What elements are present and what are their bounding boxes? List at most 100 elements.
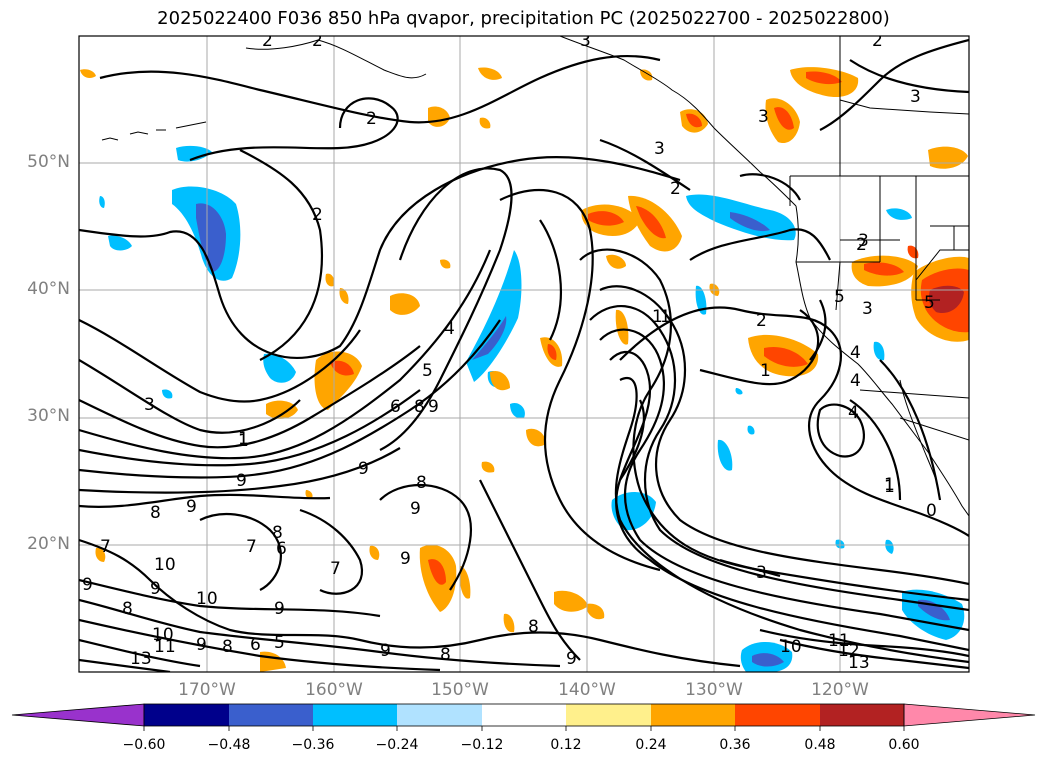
contour-label: 1 <box>238 429 249 449</box>
contour-label: 10 <box>780 637 802 657</box>
contour-label: 11 <box>154 637 176 657</box>
contour-label: 5 <box>834 287 845 307</box>
contour-label: 3 <box>910 87 921 107</box>
colorbar-tick-label: 0.24 <box>635 737 667 753</box>
contour-label: 9 <box>82 575 93 595</box>
contour-label: 3 <box>654 139 665 159</box>
colorbar-tick-label: −0.36 <box>291 737 335 753</box>
contour-label: 1 <box>652 307 663 327</box>
colorbar-tick-label: 0.60 <box>888 737 920 753</box>
contour-label: 2 <box>856 235 867 255</box>
lon-label-170w: 170°W <box>178 680 236 700</box>
contour-label: 9 <box>236 471 247 491</box>
contour-labels: 2 2 2 3 2 3 3 2 3 1 2 2 1 4 5 6 8 9 3 1 … <box>82 31 937 673</box>
colorbar-segment <box>144 704 229 726</box>
colorbar-segment <box>482 704 566 726</box>
contour-label: 13 <box>130 649 152 669</box>
colorbar-segment <box>313 704 397 726</box>
map-area <box>79 36 969 672</box>
contour-label: 5 <box>924 293 935 313</box>
contour-label: 9 <box>186 497 197 517</box>
contour-label: 8 <box>416 473 427 493</box>
contour-label: 3 <box>580 31 591 51</box>
contour-label: 2 <box>670 179 681 199</box>
contour-label: 6 <box>276 539 287 559</box>
contour-label: 6 <box>250 635 261 655</box>
contour-label: 5 <box>422 361 433 381</box>
contour-label: 9 <box>274 599 285 619</box>
colorbar-tick-label: −0.24 <box>375 737 419 753</box>
contour-label: 4 <box>848 403 859 423</box>
contour-label: 2 <box>366 109 377 129</box>
colorbar-segment <box>651 704 735 726</box>
map-title: 2025022400 F036 850 hPa qvapor, precipit… <box>157 8 890 29</box>
contour-label: 3 <box>756 563 767 583</box>
contour-label: 2 <box>312 31 323 51</box>
colorbar-segment <box>735 704 820 726</box>
lon-label-130w: 130°W <box>685 680 743 700</box>
contour-label: 2 <box>262 31 273 51</box>
contour-label: 8 <box>122 599 133 619</box>
map-frame <box>78 35 970 673</box>
colorbar-segment <box>820 704 904 726</box>
colorbar-extend-low <box>11 703 145 727</box>
contour-label: 7 <box>246 537 257 557</box>
contour-label: 1 <box>884 477 895 497</box>
contour-label: 9 <box>400 549 411 569</box>
contour-label: 13 <box>848 653 870 673</box>
colorbar-tick-label: −0.12 <box>460 737 504 753</box>
colorbar-tick-label: 0.48 <box>804 737 836 753</box>
contour-label: 3 <box>858 231 869 251</box>
contour-label: 9 <box>358 459 369 479</box>
contour-label: 9 <box>380 641 391 661</box>
colorbar-tick-label: 0.12 <box>550 737 582 753</box>
lon-label-120w: 120°W <box>811 680 869 700</box>
contour-label: 10 <box>196 589 218 609</box>
contour-label: 8 <box>440 645 451 665</box>
contour-label: 2 <box>312 205 323 225</box>
lat-label-30n: 30°N <box>27 406 70 426</box>
contour-label: 3 <box>144 395 155 415</box>
contour-label: 9 <box>566 649 577 669</box>
lat-label-40n: 40°N <box>27 279 70 299</box>
colorbar <box>11 703 1036 731</box>
contour-label: 7 <box>100 537 111 557</box>
contour-label: 8 <box>272 523 283 543</box>
contour-label: 5 <box>274 633 285 653</box>
contour-label: 1 <box>660 307 671 327</box>
colorbar-segment <box>566 704 651 726</box>
coastlines <box>101 36 969 517</box>
colorbar-frame <box>143 703 905 727</box>
contour-label: 3 <box>758 107 769 127</box>
contour-label: 8 <box>414 397 425 417</box>
contour-label: 1 <box>884 475 895 495</box>
contour-label: 1 <box>238 431 249 451</box>
contour-label: 10 <box>152 625 174 645</box>
contour-label: 1 <box>760 361 771 381</box>
contour-label: 9 <box>410 499 421 519</box>
map-gridlines <box>79 36 969 672</box>
colorbar-tick-label: −0.60 <box>122 737 166 753</box>
lat-label-20n: 20°N <box>27 534 70 554</box>
contour-label: 11 <box>828 631 850 651</box>
contour-label: 4 <box>444 319 455 339</box>
colorbar-extend-high <box>903 703 1036 727</box>
contour-label: 9 <box>150 579 161 599</box>
contour-label: 8 <box>150 503 161 523</box>
colorbar-segment <box>229 704 313 726</box>
lon-label-140w: 140°W <box>558 680 616 700</box>
contour-label: 10 <box>154 555 176 575</box>
lon-label-150w: 150°W <box>431 680 489 700</box>
contour-label: 8 <box>222 637 233 657</box>
contour-label: 9 <box>196 635 207 655</box>
contour-label: 4 <box>850 343 861 363</box>
contour-label: 12 <box>838 641 860 661</box>
colorbar-tick-label: −0.48 <box>207 737 251 753</box>
contour-label: 9 <box>428 397 439 417</box>
colorbar-segment <box>397 704 482 726</box>
contour-label: 0 <box>926 501 937 521</box>
contour-label: 4 <box>850 371 861 391</box>
qvapor-contours <box>79 38 969 672</box>
contour-label: 2 <box>872 31 883 51</box>
